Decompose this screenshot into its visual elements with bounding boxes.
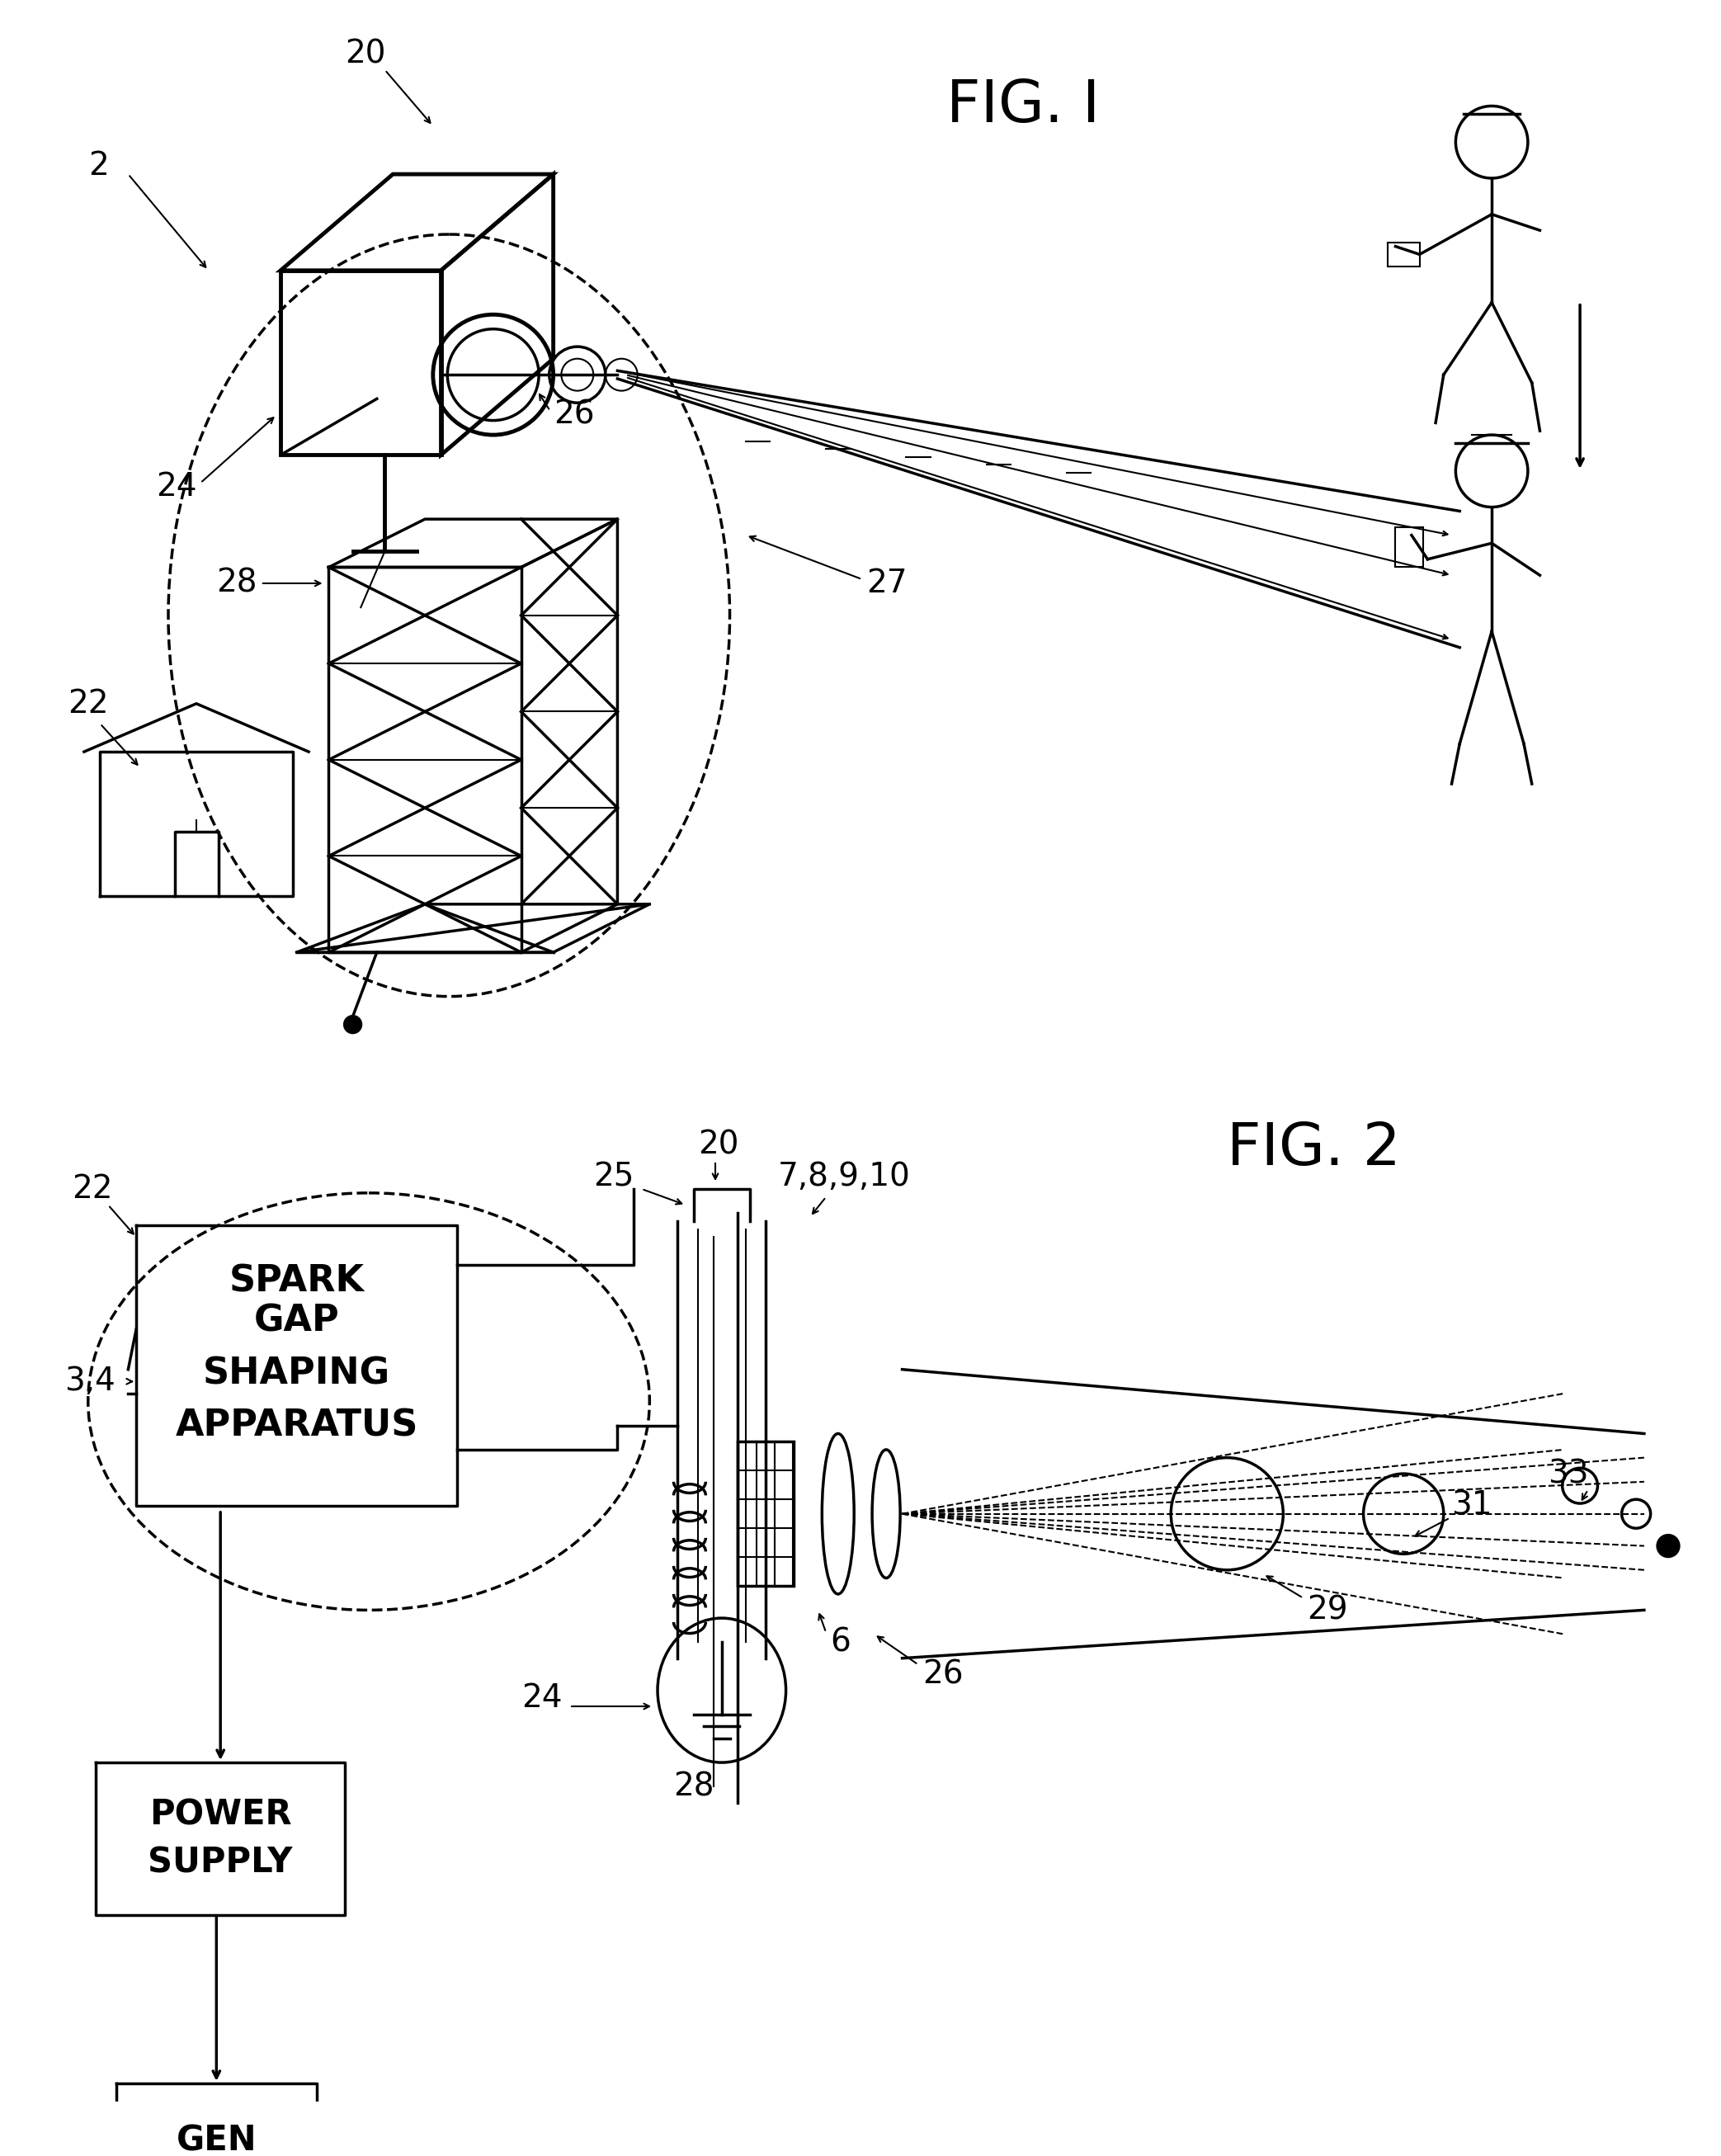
Text: 26: 26 xyxy=(552,399,594,431)
Text: SUPPLY: SUPPLY xyxy=(148,1846,293,1880)
Text: 20: 20 xyxy=(344,39,386,69)
Text: 22: 22 xyxy=(72,1173,114,1205)
Text: 2: 2 xyxy=(88,151,108,181)
Circle shape xyxy=(342,1015,363,1035)
Text: APPARATUS: APPARATUS xyxy=(176,1408,418,1442)
Text: 7,8,9,10: 7,8,9,10 xyxy=(778,1162,910,1192)
Text: 29: 29 xyxy=(1308,1595,1348,1626)
Circle shape xyxy=(1657,1535,1680,1557)
Text: FIG. 2: FIG. 2 xyxy=(1227,1121,1401,1177)
Bar xyxy=(1387,241,1420,267)
Text: 27: 27 xyxy=(866,567,907,599)
Text: 25: 25 xyxy=(594,1162,633,1192)
Text: 24: 24 xyxy=(521,1682,563,1714)
Text: 6: 6 xyxy=(830,1626,850,1658)
Text: 31: 31 xyxy=(1451,1490,1492,1522)
Text: 33: 33 xyxy=(1547,1457,1588,1490)
Text: POWER: POWER xyxy=(150,1798,291,1833)
Bar xyxy=(1396,528,1423,567)
Text: 3,4: 3,4 xyxy=(64,1365,115,1397)
Text: 24: 24 xyxy=(157,472,198,502)
Text: SHAPING: SHAPING xyxy=(203,1356,391,1391)
Text: GAP: GAP xyxy=(253,1304,339,1339)
Text: 28: 28 xyxy=(673,1770,714,1802)
Text: 20: 20 xyxy=(697,1130,738,1160)
Text: 28: 28 xyxy=(217,567,256,599)
Text: 26: 26 xyxy=(922,1658,964,1690)
Text: GEN: GEN xyxy=(176,2124,256,2156)
Text: FIG. I: FIG. I xyxy=(947,78,1100,136)
Text: 22: 22 xyxy=(69,688,108,720)
Bar xyxy=(738,1442,793,1587)
Text: SPARK: SPARK xyxy=(229,1263,365,1298)
